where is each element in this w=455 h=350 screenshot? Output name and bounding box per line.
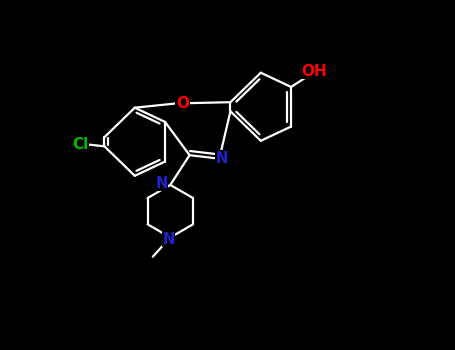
Text: OH: OH [301, 64, 327, 79]
Text: N: N [155, 176, 168, 191]
Text: Cl: Cl [72, 137, 88, 152]
Text: N: N [162, 232, 175, 247]
Text: O: O [176, 96, 189, 111]
Text: N: N [216, 151, 228, 166]
